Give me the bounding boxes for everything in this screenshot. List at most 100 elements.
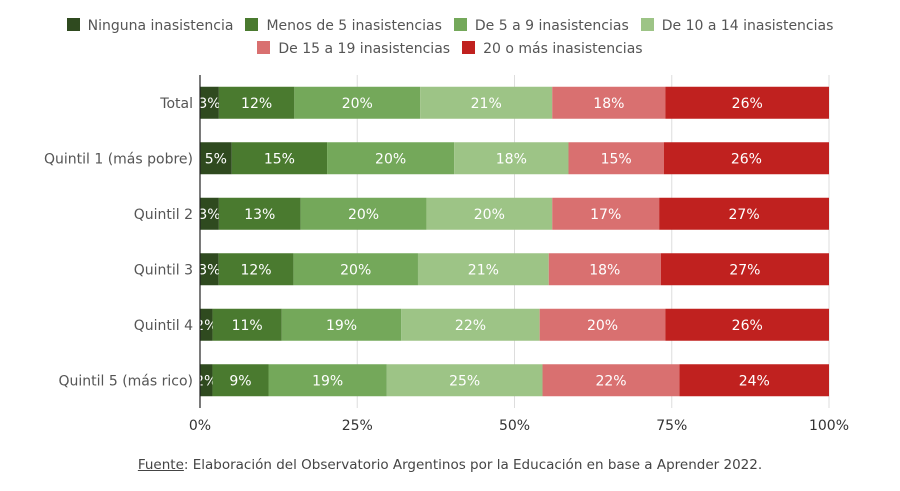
data-label: 9% xyxy=(229,373,251,389)
legend-row-2: De 15 a 19 inasistencias 20 o más inasist… xyxy=(0,41,900,57)
bar-segment xyxy=(386,364,543,397)
data-label: 17% xyxy=(590,207,621,223)
data-label: 19% xyxy=(312,373,343,389)
data-label: 15% xyxy=(601,151,632,167)
data-label: 27% xyxy=(729,262,760,278)
data-label: 5% xyxy=(205,151,227,167)
bar-segment xyxy=(542,364,680,397)
bar-segment xyxy=(200,197,219,230)
legend-row-1: Ninguna inasistencia Menos de 5 inasisten… xyxy=(0,18,900,34)
bar-segment xyxy=(665,86,829,119)
bar-segment xyxy=(426,197,553,230)
bar-segment xyxy=(300,197,427,230)
data-label: 22% xyxy=(595,373,626,389)
data-label: 19% xyxy=(326,318,357,334)
data-label: 25% xyxy=(449,373,480,389)
source-text: : Elaboración del Observatorio Argentino… xyxy=(183,457,763,473)
bar-segment xyxy=(218,86,295,119)
bar-segment xyxy=(552,86,666,119)
data-label: 15% xyxy=(264,151,295,167)
bar-segment xyxy=(417,253,549,286)
legend-label: De 15 a 19 inasistencias xyxy=(278,41,451,57)
data-label: 2% xyxy=(195,318,217,334)
y-category-label: Total xyxy=(159,96,193,112)
bar-segment xyxy=(231,142,328,175)
bar-segment xyxy=(218,253,294,286)
legend-item: De 15 a 19 inasistencias xyxy=(257,41,450,57)
bar-segment xyxy=(454,142,569,175)
y-category-label: Quintil 3 xyxy=(134,262,193,278)
legend-swatch xyxy=(66,18,80,31)
data-label: 20% xyxy=(474,207,505,223)
bar-segment xyxy=(281,308,402,341)
data-label: 20% xyxy=(348,207,379,223)
source-label: Fuente xyxy=(137,457,184,473)
data-label: 26% xyxy=(732,318,763,334)
data-label: 3% xyxy=(198,262,220,278)
data-label: 21% xyxy=(471,96,502,112)
x-tick-label: 75% xyxy=(656,418,687,434)
bar-segment xyxy=(679,364,829,397)
bar-segment xyxy=(327,142,455,175)
bar-segment xyxy=(200,308,213,341)
bar-segment xyxy=(660,253,829,286)
bar-segment xyxy=(552,197,660,230)
bar-segment xyxy=(401,308,540,341)
bar-segment xyxy=(200,364,213,397)
bar-segment xyxy=(294,86,421,119)
legend-swatch xyxy=(453,18,467,31)
bar-segment xyxy=(268,364,387,397)
bar-segment xyxy=(568,142,664,175)
legend-label: Ninguna inasistencia xyxy=(87,18,234,34)
data-label: 13% xyxy=(244,207,275,223)
bar-segment xyxy=(212,364,269,397)
data-label: 20% xyxy=(587,318,618,334)
bar-segment xyxy=(420,86,553,119)
legend-label: Menos de 5 inasistencias xyxy=(266,18,442,34)
bar-segment xyxy=(665,308,829,341)
bar-segment xyxy=(293,253,418,286)
legend-label: De 5 a 9 inasistencias xyxy=(474,18,629,34)
legend-swatch xyxy=(640,18,654,31)
bar-segment xyxy=(663,142,829,175)
legend-item: De 5 a 9 inasistencias xyxy=(453,18,629,34)
data-label: 11% xyxy=(232,318,263,334)
bar-segment xyxy=(212,308,282,341)
bar-segment xyxy=(659,197,829,230)
data-label: 27% xyxy=(729,207,760,223)
source-note: Fuente: Elaboración del Observatorio Arg… xyxy=(0,457,900,473)
legend-label: 20 o más inasistencias xyxy=(483,41,643,57)
data-label: 20% xyxy=(340,262,371,278)
bar-segment xyxy=(539,308,666,341)
x-tick-label: 25% xyxy=(342,418,373,434)
y-category-label: Quintil 2 xyxy=(134,207,193,223)
data-label: 12% xyxy=(241,96,272,112)
y-category-label: Quintil 5 (más rico) xyxy=(58,373,193,389)
legend-item: Ninguna inasistencia xyxy=(66,18,234,34)
legend-swatch xyxy=(245,18,259,31)
x-tick-label: 50% xyxy=(499,418,530,434)
legend-swatch xyxy=(462,41,476,54)
legend-item: Menos de 5 inasistencias xyxy=(245,18,442,34)
data-label: 12% xyxy=(240,262,271,278)
data-label: 24% xyxy=(739,373,770,389)
data-label: 18% xyxy=(496,151,527,167)
legend-swatch xyxy=(257,41,271,54)
data-label: 20% xyxy=(375,151,406,167)
legend-item: De 10 a 14 inasistencias xyxy=(640,18,834,34)
data-label: 26% xyxy=(732,96,763,112)
y-category-label: Quintil 4 xyxy=(134,318,193,334)
data-label: 18% xyxy=(589,262,620,278)
x-tick-label: 100% xyxy=(809,418,849,434)
bar-segment xyxy=(200,142,232,175)
data-label: 21% xyxy=(468,262,499,278)
legend-label: De 10 a 14 inasistencias xyxy=(661,18,834,34)
y-category-label: Quintil 1 (más pobre) xyxy=(44,151,193,167)
x-tick-label: 0% xyxy=(189,418,211,434)
data-label: 26% xyxy=(731,151,762,167)
bar-segment xyxy=(200,253,219,286)
data-label: 20% xyxy=(342,96,373,112)
bar-segment xyxy=(548,253,661,286)
